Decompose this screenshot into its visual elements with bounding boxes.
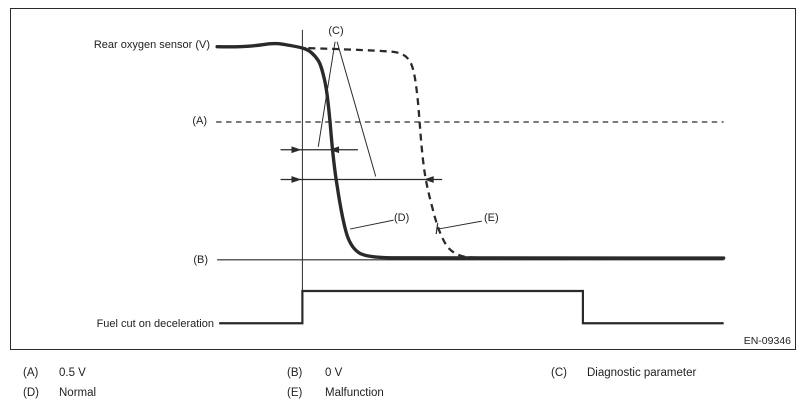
callout-a-label: (A)	[192, 115, 207, 127]
fuel-cut-label: Fuel cut on deceleration	[96, 318, 214, 330]
callout-c-leader-long	[336, 41, 377, 177]
callout-e-leader	[438, 220, 482, 230]
legend-key-d: (D)	[23, 387, 39, 399]
dimension-arrow-malfunction	[280, 176, 443, 183]
legend-key-a: (A)	[23, 367, 39, 379]
normal-sensor-curve	[215, 41, 726, 260]
callout-c-label: (C)	[328, 25, 344, 37]
rear-oxygen-sensor-label: Rear oxygen sensor (V)	[93, 39, 210, 51]
callout-e-leader-tick	[435, 223, 439, 235]
dimension-arrow-normal	[280, 146, 358, 154]
callout-e-label: (E)	[484, 212, 499, 224]
legend-value-c: Diagnostic parameter	[587, 367, 697, 379]
legend-value-e: Malfunction	[325, 387, 384, 399]
legend-key-c: (C)	[551, 367, 567, 379]
fuel-cut-trace	[219, 289, 724, 325]
legend-value-b: 0 V	[325, 367, 343, 379]
figure-frame	[10, 8, 796, 350]
callout-b-label: (B)	[193, 254, 208, 266]
legend-value-d: Normal	[59, 387, 97, 399]
legend-key-b: (B)	[287, 367, 303, 379]
figure-code: EN-09346	[743, 335, 791, 347]
callout-c-leader-short	[317, 41, 336, 147]
legend-key-e: (E)	[287, 387, 303, 399]
legend-value-a: 0.5 V	[59, 367, 86, 379]
callout-d-leader	[349, 219, 394, 230]
malfunction-sensor-curve	[308, 47, 565, 260]
waveform-canvas	[215, 29, 726, 325]
callout-d-label: (D)	[394, 212, 410, 224]
